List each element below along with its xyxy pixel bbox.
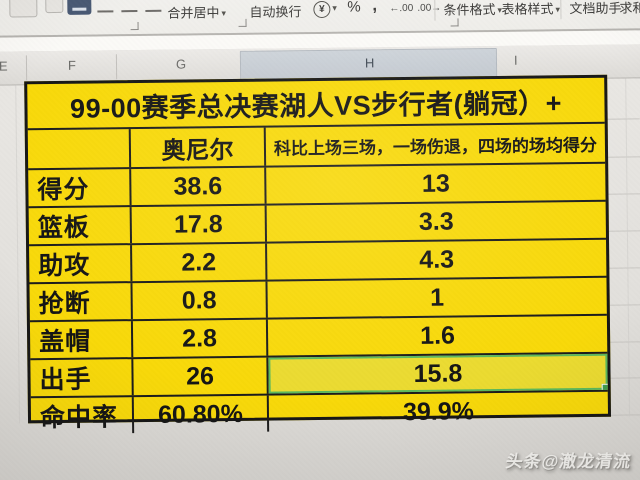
align-middle-icon[interactable] (121, 10, 138, 13)
stat-label-cell[interactable]: 盖帽 (29, 321, 134, 359)
column-header-f[interactable]: F (67, 57, 77, 73)
column-header-e[interactable]: E (0, 58, 8, 74)
oneal-value-cell[interactable]: 60.80% (133, 395, 270, 434)
oneal-value-cell[interactable]: 0.8 (132, 281, 268, 320)
header-empty-cell[interactable] (27, 129, 132, 169)
align-right-icon[interactable] (145, 9, 162, 12)
chevron-down-icon: ▾ (332, 2, 337, 13)
table-style-label: 表格样式 (501, 1, 554, 17)
kobe-value-cell[interactable]: 39.9% (402, 396, 475, 426)
currency-icon: ¥ (313, 0, 331, 19)
align-center-icon[interactable] (67, 0, 92, 15)
stat-label-cell[interactable]: 命中率 (30, 397, 135, 435)
column-header-g[interactable]: G (175, 56, 187, 72)
table-row: 盖帽 2.8 1.6 (29, 315, 608, 361)
number-dialog-launcher-icon[interactable] (450, 18, 459, 27)
table-row: 出手 26 15.8 (30, 353, 608, 399)
merge-dialog-launcher-icon[interactable] (238, 18, 247, 27)
header-kobe-cell[interactable]: 科比上场三场，一场伤退，四场的场均得分 (273, 135, 598, 159)
wrap-text-button[interactable]: 自动换行 (249, 1, 301, 21)
currency-format-button[interactable]: ¥ ▾ (313, 0, 337, 19)
chevron-down-icon: ▾ (555, 4, 561, 15)
table-style-button[interactable]: 表格样式 ▾ (501, 0, 560, 18)
kobe-value-cell[interactable]: 1.6 (420, 320, 456, 350)
toutiao-watermark: 头条@澈龙清流 (504, 452, 634, 471)
stat-label-cell[interactable]: 篮板 (28, 207, 133, 245)
sheet-area: 99-00赛季总决赛湖人VS步行者(躺冠）+ 奥尼尔 科比上场三场，一场伤退，四… (0, 74, 640, 480)
decrease-decimal-icon[interactable]: .00→ (417, 2, 442, 14)
wrap-text-label: 自动换行 (249, 4, 302, 20)
table-body: 得分 38.6 13 篮板 17.8 3.3 助攻 2.2 4.3 抢断 0.8 1 盖帽 2.8 1.6 出… (28, 163, 608, 435)
conditional-format-button[interactable]: 条件格式 ▾ (443, 0, 502, 19)
fill-color-icon[interactable] (45, 0, 64, 14)
merge-center-button[interactable]: 合并居中 ▾ (167, 2, 226, 22)
table-header-row: 奥尼尔 科比上场三场，一场伤退，四场的场均得分 (27, 123, 606, 171)
alignment-dialog-launcher-icon[interactable] (130, 22, 139, 31)
comma-label: , (372, 0, 378, 15)
table-row: 助攻 2.2 4.3 (29, 239, 607, 285)
table-title: 99-00赛季总决赛湖人VS步行者(躺冠）+ (69, 87, 563, 124)
doc-assistant-label: 文档助手 (569, 0, 622, 17)
oneal-value-cell[interactable]: 2.2 (132, 243, 268, 282)
merge-center-label: 合并居中 (167, 5, 220, 21)
comma-format-button[interactable]: , (372, 0, 377, 15)
kobe-value-cell[interactable]: 1 (430, 283, 445, 312)
oneal-value-cell[interactable]: 2.8 (132, 319, 269, 358)
kobe-value-cell[interactable]: 13 (421, 169, 450, 198)
sum-label: 求和 (619, 0, 640, 16)
oneal-value-cell[interactable]: 38.6 (131, 167, 267, 206)
conditional-format-label: 条件格式 (443, 1, 496, 18)
kobe-value-cell-selected[interactable]: 15.8 (268, 353, 608, 394)
stat-label-cell[interactable]: 出手 (30, 359, 134, 397)
table-row: 得分 38.6 13 (28, 163, 606, 209)
table-row: 命中率 60.80% 39.9% (30, 392, 608, 435)
chevron-down-icon: ▾ (221, 8, 227, 19)
oneal-value-cell[interactable]: 26 (133, 357, 269, 396)
doc-assistant-button[interactable]: 文档助手 (569, 0, 621, 17)
percent-format-button[interactable]: % (347, 0, 361, 16)
table-row: 抢断 0.8 1 (29, 277, 607, 323)
kobe-value-cell[interactable]: 3.3 (418, 206, 454, 236)
column-header-i[interactable]: I (513, 52, 518, 68)
stats-table: 99-00赛季总决赛湖人VS步行者(躺冠）+ 奥尼尔 科比上场三场，一场伤退，四… (24, 74, 612, 435)
stat-label-cell[interactable]: 抢断 (29, 283, 133, 321)
align-left-icon[interactable] (97, 10, 114, 13)
border-style-icon[interactable] (9, 0, 38, 18)
toolbar-divider (434, 0, 436, 21)
kobe-value-cell[interactable]: 4.3 (419, 244, 455, 274)
stat-label-cell[interactable]: 得分 (28, 169, 132, 207)
increase-decimal-icon[interactable]: ←.00 (389, 2, 414, 15)
sum-button[interactable]: 求和 (619, 0, 640, 17)
table-title-cell[interactable]: 99-00赛季总决赛湖人VS步行者(躺冠）+ (27, 77, 605, 131)
stat-label-cell[interactable]: 助攻 (29, 245, 133, 283)
percent-label: % (347, 0, 361, 16)
toolbar-divider (560, 0, 562, 20)
table-row: 篮板 17.8 3.3 (28, 201, 607, 247)
header-oneal-cell[interactable]: 奥尼尔 (130, 127, 267, 168)
oneal-value-cell[interactable]: 17.8 (131, 205, 268, 244)
